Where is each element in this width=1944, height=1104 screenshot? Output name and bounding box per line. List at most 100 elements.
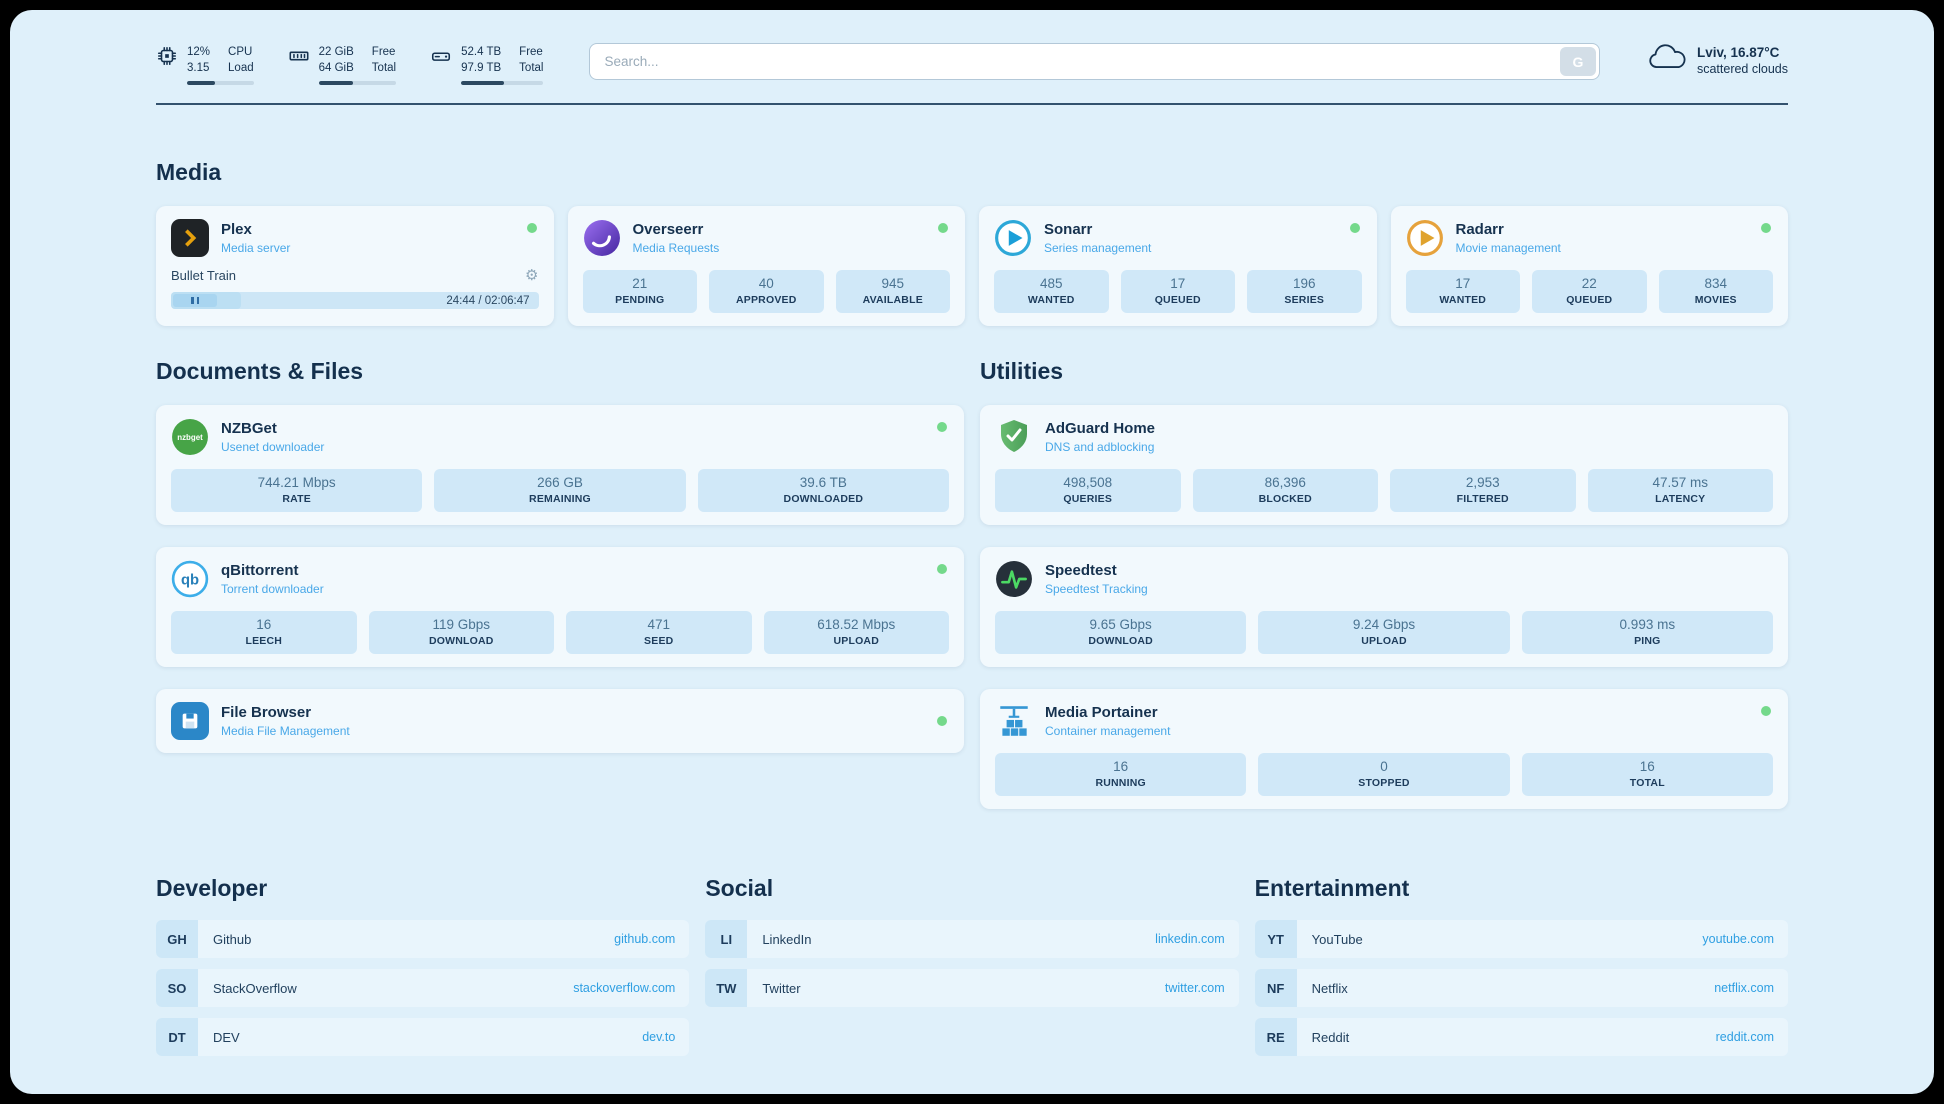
section-title-developer: Developer: [156, 875, 268, 902]
link-url: reddit.com: [1715, 1030, 1774, 1045]
stat-tile: 196 SERIES: [1247, 270, 1362, 314]
link-tag: DT: [156, 1018, 198, 1057]
dashboard: 12% 3.15 CPU Load 22 GiB 64 GiB: [10, 10, 1934, 1094]
app-subtitle: Usenet downloader: [221, 440, 325, 455]
stat-tile: 266 GB REMAINING: [434, 469, 686, 513]
stat-tile: 39.6 TB DOWNLOADED: [697, 469, 949, 513]
adguard-card[interactable]: AdGuard Home DNS and adblocking 498,508 Q…: [980, 405, 1788, 526]
link-name: StackOverflow: [213, 980, 297, 996]
status-dot: [526, 223, 537, 234]
link-reddit[interactable]: RE Reddit reddit.com: [1254, 1018, 1788, 1057]
pause-button[interactable]: [173, 294, 217, 308]
cpu-labels: CPU Load: [228, 46, 254, 75]
section-title-social: Social: [705, 875, 774, 902]
link-tag: TW: [705, 969, 748, 1008]
cpu-values: 12% 3.15: [187, 46, 211, 75]
qbittorrent-card[interactable]: qb qBittorrent Torrent downloader 16 LEEC…: [156, 547, 964, 668]
status-dot: [1349, 223, 1360, 234]
filebrowser-card[interactable]: File Browser Media File Management: [156, 689, 964, 754]
nzbget-card[interactable]: nzbget NZBGet Usenet downloader 744.21 M…: [156, 405, 964, 526]
stat-tile: 21 PENDING: [582, 270, 697, 314]
search-input[interactable]: [589, 43, 1600, 80]
link-dev[interactable]: DT DEV dev.to: [156, 1018, 690, 1057]
app-name: Plex: [221, 221, 252, 239]
qbittorrent-icon: qb: [171, 560, 209, 598]
link-url: linkedin.com: [1155, 932, 1225, 947]
app-name: Media Portainer: [1045, 704, 1158, 722]
app-name: Sonarr: [1044, 221, 1093, 239]
app-subtitle: Container management: [1045, 724, 1171, 739]
link-stackoverflow[interactable]: SO StackOverflow stackoverflow.com: [156, 969, 690, 1008]
stat-tile: 0 STOPPED: [1258, 753, 1510, 797]
speedtest-card[interactable]: Speedtest Speedtest Tracking 9.65 Gbps DO…: [980, 547, 1788, 668]
link-linkedin[interactable]: LI LinkedIn linkedin.com: [705, 920, 1239, 959]
stat-tile: 618.52 Mbps UPLOAD: [763, 611, 949, 655]
status-dot: [937, 422, 947, 433]
app-name: Speedtest: [1045, 562, 1117, 580]
stat-tile: 945 AVAILABLE: [835, 270, 950, 314]
app-subtitle: Speedtest Tracking: [1045, 582, 1148, 597]
portainer-icon: [995, 702, 1033, 740]
sonarr-card[interactable]: Sonarr Series management 485 WANTED 17 QUE…: [979, 206, 1377, 327]
disk-labels: Free Total: [519, 46, 544, 75]
link-url: twitter.com: [1164, 981, 1225, 996]
links-developer: Developer GH Github github.com SO StackO…: [156, 875, 690, 1067]
gear-icon[interactable]: ⚙: [525, 267, 539, 285]
link-youtube[interactable]: YT YouTube youtube.com: [1254, 920, 1788, 959]
documents-column: Documents & Files nzbget NZBGet Usenet d…: [156, 358, 964, 809]
link-url: netflix.com: [1714, 981, 1774, 996]
disk-icon: [430, 45, 452, 85]
plex-card[interactable]: Plex Media server Bullet Train ⚙ 24:44 /…: [156, 206, 554, 327]
app-name: AdGuard Home: [1045, 420, 1156, 438]
link-name: DEV: [213, 1029, 240, 1045]
radarr-card[interactable]: Radarr Movie management 17 WANTED 22 QUEUE…: [1390, 206, 1788, 327]
link-github[interactable]: GH Github github.com: [156, 920, 690, 959]
status-dot: [937, 564, 947, 575]
app-subtitle: Media Requests: [632, 241, 720, 256]
media-grid: Plex Media server Bullet Train ⚙ 24:44 /…: [156, 206, 1788, 327]
disk-progress-bar: [461, 81, 544, 86]
search-engine-button[interactable]: G: [1559, 47, 1596, 76]
app-subtitle: Movie management: [1455, 241, 1561, 256]
filebrowser-icon: [171, 702, 209, 741]
system-monitors: 12% 3.15 CPU Load 22 GiB 64 GiB: [156, 44, 544, 86]
stat-tile: 485 WANTED: [994, 270, 1109, 314]
disk-monitor: 52.4 TB 97.9 TB Free Total: [430, 44, 544, 86]
speedtest-icon: [995, 560, 1033, 598]
link-tag: GH: [156, 920, 198, 959]
utilities-column: Utilities AdGuard Home DNS and adblockin…: [980, 358, 1788, 810]
link-netflix[interactable]: NF Netflix netflix.com: [1254, 969, 1788, 1008]
now-playing-title: Bullet Train: [171, 268, 237, 284]
svg-text:nzbget: nzbget: [177, 433, 203, 442]
playback-progress-bar[interactable]: 24:44 / 02:06:47: [171, 292, 539, 310]
header-divider: [156, 103, 1788, 106]
playback-time: 24:44 / 02:06:47: [446, 294, 530, 307]
link-twitter[interactable]: TW Twitter twitter.com: [705, 969, 1239, 1008]
section-title-media: Media: [156, 159, 222, 186]
link-tag: SO: [156, 969, 198, 1008]
weather-location: Lviv, 16.87°C: [1696, 45, 1780, 60]
stat-tile: 16 RUNNING: [995, 753, 1247, 797]
ram-progress-bar: [318, 81, 397, 86]
status-dot: [937, 716, 947, 727]
link-url: stackoverflow.com: [573, 981, 676, 996]
portainer-card[interactable]: Media Portainer Container management 16 R…: [980, 689, 1788, 810]
ram-icon: [288, 45, 310, 85]
plex-icon: [171, 219, 209, 258]
app-subtitle: DNS and adblocking: [1045, 440, 1155, 455]
svg-text:qb: qb: [181, 572, 199, 588]
adguard-icon: [995, 418, 1033, 456]
section-title-utilities: Utilities: [980, 358, 1064, 385]
stat-tile: 2,953 FILTERED: [1390, 469, 1576, 513]
stat-tile: 16 LEECH: [171, 611, 357, 655]
stat-tile: 40 APPROVED: [709, 270, 824, 314]
app-name: File Browser: [221, 704, 312, 722]
app-subtitle: Series management: [1044, 241, 1152, 256]
app-subtitle: Media server: [221, 241, 291, 256]
overseerr-card[interactable]: Overseerr Media Requests 21 PENDING 40 APP…: [567, 206, 965, 327]
status-dot: [1761, 223, 1771, 234]
nzbget-icon: nzbget: [171, 418, 209, 456]
status-dot: [938, 223, 948, 234]
link-name: YouTube: [1311, 931, 1363, 947]
link-url: dev.to: [642, 1030, 676, 1045]
